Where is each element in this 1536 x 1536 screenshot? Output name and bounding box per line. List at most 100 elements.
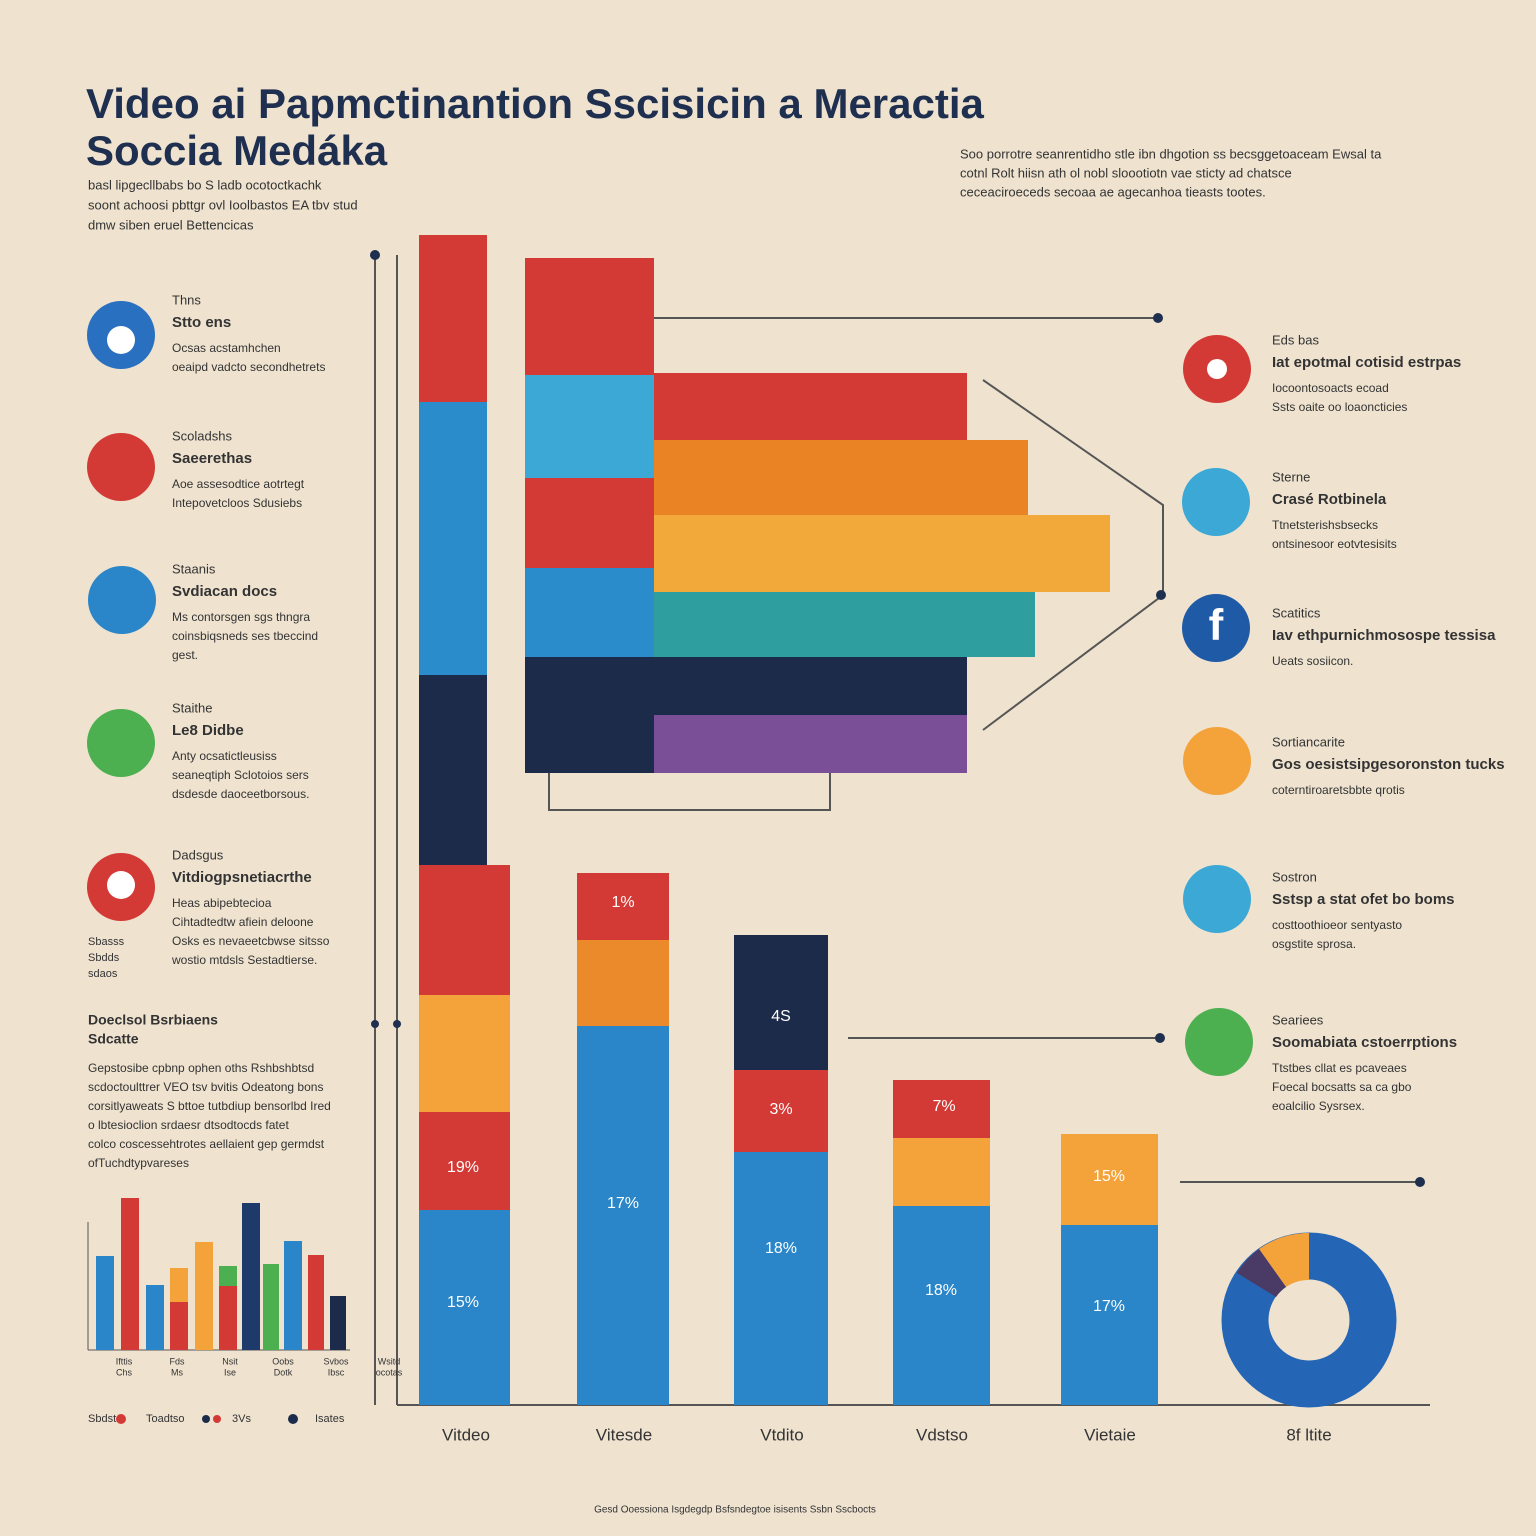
mini-label: Ibsc xyxy=(328,1367,345,1377)
legend: Toadtso xyxy=(146,1413,185,1425)
x-label: Vtdito xyxy=(760,1425,803,1444)
note: Sbasss xyxy=(88,936,125,948)
item-text: Ttnetsterishsbsecks xyxy=(1272,518,1378,532)
item-text: eoalcilio Sysrsex. xyxy=(1272,1099,1365,1113)
item-text: Foecal bocsatts sa ca gbo xyxy=(1272,1080,1412,1094)
note: sdaos xyxy=(88,968,118,980)
title: Soccia Medáka xyxy=(86,127,388,174)
item-text: Cihtadtedtw afiein deloone xyxy=(172,915,314,929)
item-heading: Staanis xyxy=(172,561,216,576)
item-text: osgstite sprosa. xyxy=(1272,937,1356,951)
x-label: Vdstso xyxy=(916,1425,968,1444)
item-text: Ttstbes cllat es pcaveaes xyxy=(1272,1061,1407,1075)
mini-chart xyxy=(87,1198,350,1424)
bar-label: 17% xyxy=(607,1195,639,1212)
item-heading: Sostron xyxy=(1272,869,1317,884)
section-heading: Doeclsol Bsrbiaens xyxy=(88,1012,218,1028)
item-heading: Vitdiogpsnetiacrthe xyxy=(172,869,312,886)
mini-label: Ifttis xyxy=(116,1356,133,1366)
bar-label: 15% xyxy=(447,1294,479,1311)
bar-label: 4S xyxy=(771,1008,791,1025)
bar-label: 18% xyxy=(925,1282,957,1299)
bar-label: 18% xyxy=(765,1240,797,1257)
item-heading: Sortiancarite xyxy=(1272,734,1345,749)
intro: ceceaciroeceds secoaa ae agecanhoa tieas… xyxy=(960,184,1266,199)
item-heading: Staithe xyxy=(172,700,212,715)
svg-text:f: f xyxy=(1209,601,1224,650)
mini-label: Oobs xyxy=(272,1356,294,1366)
item-text: Anty ocsatictleusiss xyxy=(172,749,277,763)
bar-label: 15% xyxy=(1093,1168,1125,1185)
bar-label: 19% xyxy=(447,1159,479,1176)
item-heading: Crasé Rotbinela xyxy=(1272,491,1387,508)
item-text: Ueats sosiicon. xyxy=(1272,654,1353,668)
item-heading: Le8 Didbe xyxy=(172,722,244,739)
mini-label: Svbos xyxy=(323,1356,349,1366)
item-text: Intepovetcloos Sdusiebs xyxy=(172,496,302,510)
mini-label: Wsitd xyxy=(378,1356,401,1366)
item-text: Iocoontosoacts ecoad xyxy=(1272,381,1389,395)
item-heading: Scoladshs xyxy=(172,428,232,443)
section-text: ofTuchdtypvareses xyxy=(88,1156,189,1170)
subtitle: soont achoosi pbttgr ovl Ioolbastos EA t… xyxy=(88,197,358,212)
mini-label: Chs xyxy=(116,1367,133,1377)
item-heading: Eds bas xyxy=(1272,332,1319,347)
item-text: gest. xyxy=(172,648,198,662)
item-text: oeaipd vadcto secondhetrets xyxy=(172,360,325,374)
mini-label: Fds xyxy=(169,1356,185,1366)
item-heading: Iat epotmal cotisid estrpas xyxy=(1272,354,1461,371)
item-heading: Iav ethpurnichmosospe tessisa xyxy=(1272,627,1496,644)
item-heading: Saeerethas xyxy=(172,450,252,467)
bar-label: 1% xyxy=(611,894,634,911)
item-text: Heas abipebtecioa xyxy=(172,896,272,910)
item-heading: Thns xyxy=(172,292,201,307)
donut xyxy=(1221,1232,1397,1408)
item-heading: Sterne xyxy=(1272,469,1310,484)
footer: Gesd Ooessiona Isgdegdp Bsfsndegtoe isis… xyxy=(594,1505,876,1516)
title: Video ai Papmctinantion Sscisicin a Mera… xyxy=(86,80,985,127)
intro: cotnl Rolt hiisn ath ol nobl sloootiotn … xyxy=(960,165,1292,180)
note: Sbdds xyxy=(88,952,120,964)
item-text: Ocsas acstamhchen xyxy=(172,341,281,355)
x-label: 8f ltite xyxy=(1286,1425,1331,1444)
x-label: Vietaie xyxy=(1084,1425,1136,1444)
item-text: Osks es nevaeetcbwse sitsso xyxy=(172,934,330,948)
subtitle: dmw siben eruel Bettencicas xyxy=(88,217,254,232)
item-text: costtoothioeor sentyasto xyxy=(1272,918,1402,932)
subtitle: basl lipgecllbabs bo S ladb ocotoctkachk xyxy=(88,177,322,192)
mini-label: Dotk xyxy=(274,1367,293,1377)
item-text: coterntiroaretsbbte qrotis xyxy=(1272,783,1405,797)
item-text: coinsbiqsneds ses tbeccind xyxy=(172,629,318,643)
mini-label: Ms xyxy=(171,1367,183,1377)
item-heading: Dadsgus xyxy=(172,847,224,862)
item-heading: Stto ens xyxy=(172,314,231,331)
item-text: ontsinesoor eotvtesisits xyxy=(1272,537,1397,551)
stacked-bars xyxy=(419,235,1158,1405)
item-text: wostio mtdsls Sestadtierse. xyxy=(171,953,317,967)
item-text: Ms contorsgen sgs thngra xyxy=(172,610,310,624)
section-heading: Sdcatte xyxy=(88,1031,139,1047)
bar-label: 3% xyxy=(769,1101,792,1118)
item-text: Ssts oaite oo loaoncticies xyxy=(1272,400,1407,414)
legend: Isates xyxy=(315,1413,345,1425)
section-text: o lbtesioclion srdaesr dtsodtocds fatet xyxy=(88,1118,289,1132)
item-heading: Svdiacan docs xyxy=(172,583,277,600)
item-heading: Scatitics xyxy=(1272,605,1321,620)
item-heading: Seariees xyxy=(1272,1012,1324,1027)
mini-label: ocotas xyxy=(376,1367,403,1377)
mini-label: Nsit xyxy=(222,1356,238,1366)
legend: Sbdst xyxy=(88,1413,116,1425)
x-label: Vitesde xyxy=(596,1425,652,1444)
item-heading: Sstsp a stat ofet bo boms xyxy=(1272,891,1455,908)
section-text: Gepstosibe cpbnp ophen oths Rshbshbtsd xyxy=(88,1061,314,1075)
legend: 3Vs xyxy=(232,1413,251,1425)
item-heading: Soomabiata cstoerrptions xyxy=(1272,1034,1457,1051)
dots xyxy=(370,250,1425,1187)
icons: f xyxy=(87,301,1253,1076)
section-text: corsitlyaweats S bttoe tutbdiup bensorlb… xyxy=(88,1099,331,1113)
item-text: Aoe assesodtice aotrtegt xyxy=(172,477,305,491)
item-heading: Gos oesistsipgesoronston tucks xyxy=(1272,756,1505,773)
mini-label: Ise xyxy=(224,1367,236,1377)
connectors xyxy=(374,255,1430,1406)
